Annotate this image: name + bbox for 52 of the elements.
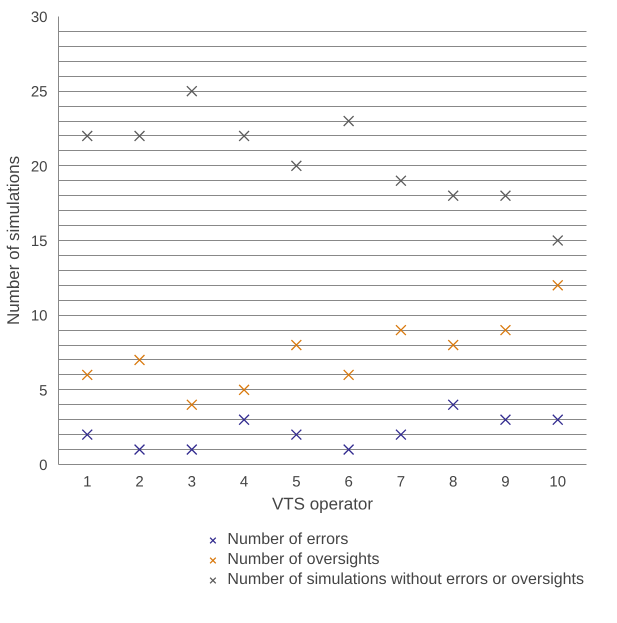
point bbox=[238, 130, 250, 142]
x-tick-label: 3 bbox=[188, 474, 196, 490]
point bbox=[134, 444, 146, 456]
point bbox=[343, 115, 354, 127]
point bbox=[448, 190, 459, 202]
point bbox=[395, 429, 407, 440]
y-tick-label: 10 bbox=[30, 308, 48, 325]
point bbox=[500, 190, 512, 202]
x-tick-label: 9 bbox=[501, 474, 510, 490]
point bbox=[134, 354, 146, 366]
point bbox=[290, 339, 302, 351]
point bbox=[448, 339, 459, 351]
x-axis-title: VTS operator bbox=[272, 494, 374, 514]
point bbox=[290, 160, 302, 172]
legend-label: Number of errors bbox=[227, 530, 348, 550]
y-tick-label: 0 bbox=[39, 457, 48, 474]
point bbox=[500, 414, 512, 426]
point bbox=[500, 324, 512, 336]
point bbox=[82, 369, 93, 380]
point bbox=[395, 175, 407, 186]
point bbox=[343, 369, 354, 380]
y-tick-label: 25 bbox=[30, 84, 48, 101]
x-tick-label: 6 bbox=[344, 474, 353, 490]
point bbox=[290, 429, 302, 440]
point bbox=[186, 444, 198, 456]
y-tick-label: 5 bbox=[39, 382, 48, 400]
point bbox=[448, 399, 459, 410]
point bbox=[186, 399, 198, 410]
x-tick-label: 8 bbox=[449, 474, 458, 490]
x-tick-label: 7 bbox=[396, 474, 406, 490]
legend-label: Number of oversights bbox=[227, 550, 380, 570]
point bbox=[186, 86, 198, 97]
point bbox=[343, 444, 354, 456]
x-tick-label: 4 bbox=[240, 474, 248, 490]
point bbox=[238, 384, 250, 396]
point bbox=[82, 429, 93, 440]
x-tick-label: 2 bbox=[135, 474, 144, 490]
point bbox=[238, 414, 250, 426]
y-tick-label: 20 bbox=[30, 158, 48, 176]
x-tick-label: 10 bbox=[549, 474, 566, 490]
point bbox=[552, 414, 564, 426]
point bbox=[82, 130, 93, 142]
legend-label: Number of simulations without errors or oversights bbox=[227, 570, 584, 590]
y-axis-title: Number of simulations bbox=[4, 156, 23, 326]
y-tick-label: 15 bbox=[30, 233, 48, 250]
x-tick-label: 5 bbox=[292, 474, 301, 490]
y-tick-label: 30 bbox=[30, 9, 48, 26]
point bbox=[552, 280, 564, 291]
point bbox=[134, 130, 146, 142]
x-tick-label: 1 bbox=[83, 474, 92, 490]
point bbox=[395, 324, 407, 336]
point bbox=[552, 234, 564, 246]
